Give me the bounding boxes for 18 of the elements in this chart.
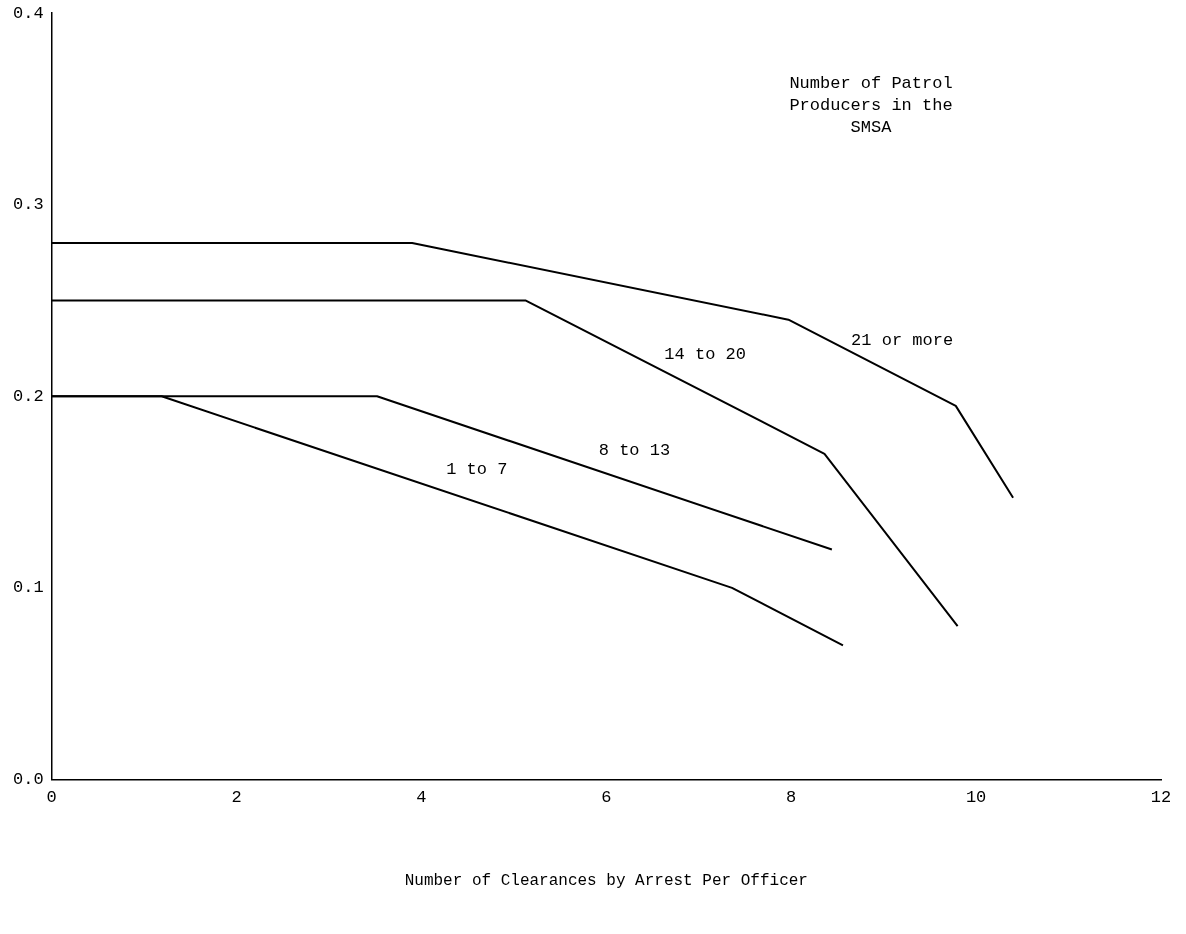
x-tick-label: 6 (601, 788, 612, 808)
y-tick-label: 0.0 (13, 769, 44, 789)
x-axis-title: Number of Clearances by Arrest Per Officer (404, 871, 808, 890)
series-label: 1 to 7 (446, 460, 508, 480)
x-tick-label: 2 (231, 788, 242, 808)
y-tick-label: 0.4 (13, 3, 44, 23)
x-tick-label: 12 (1150, 788, 1172, 808)
annotation: Number of Patrol Producers in the SMSA (789, 74, 953, 138)
series-label: 21 or more (851, 330, 954, 350)
series-label: 8 to 13 (598, 440, 671, 460)
y-tick-label: 0.2 (13, 386, 44, 406)
y-tick-label: 0.3 (13, 195, 44, 215)
series-label: 14 to 20 (664, 345, 746, 365)
x-tick-label: 0 (46, 788, 57, 808)
y-tick-label: 0.1 (13, 578, 44, 598)
x-tick-label: 10 (965, 788, 987, 808)
x-tick-label: 8 (786, 788, 797, 808)
x-tick-label: 4 (416, 788, 427, 808)
